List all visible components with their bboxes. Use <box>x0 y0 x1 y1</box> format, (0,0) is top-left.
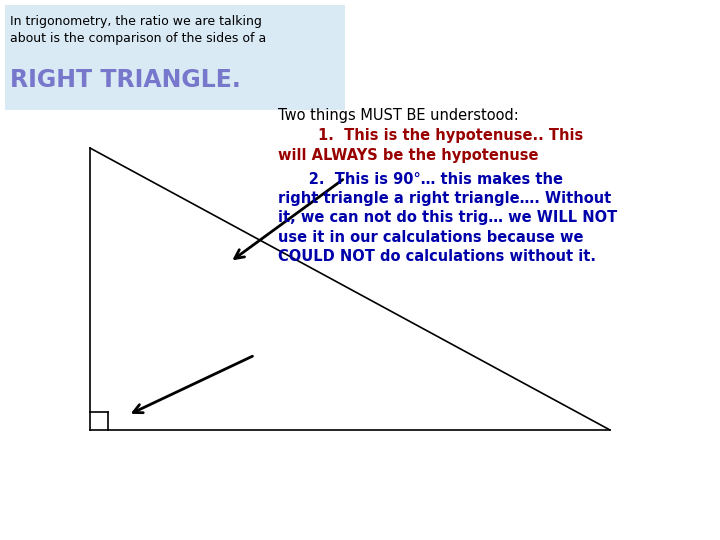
Text: will ALWAYS be the hypotenuse: will ALWAYS be the hypotenuse <box>278 148 539 163</box>
Text: RIGHT TRIANGLE.: RIGHT TRIANGLE. <box>10 68 240 92</box>
FancyBboxPatch shape <box>5 5 345 110</box>
Text: Two things MUST BE understood:: Two things MUST BE understood: <box>278 108 518 123</box>
Text: In trigonometry, the ratio we are talking
about is the comparison of the sides o: In trigonometry, the ratio we are talkin… <box>10 15 266 45</box>
Text: 2.  This is 90°… this makes the
right triangle a right triangle…. Without
it, we: 2. This is 90°… this makes the right tri… <box>278 172 617 264</box>
Text: 1.  This is the hypotenuse.. This: 1. This is the hypotenuse.. This <box>318 128 583 143</box>
